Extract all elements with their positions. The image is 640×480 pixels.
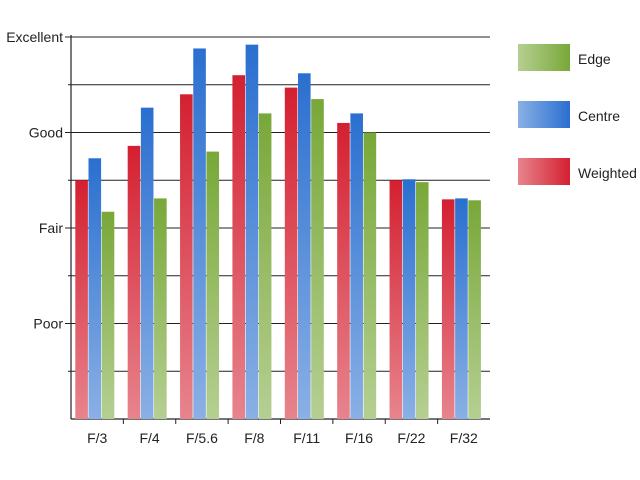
x-tick-label-f-11: F/11 xyxy=(293,430,320,446)
legend-label-weighted: Weighted xyxy=(578,165,637,181)
y-tick-label-good: Good xyxy=(29,125,63,141)
bar-centre-f-32 xyxy=(455,198,468,419)
bar-edge-f-22 xyxy=(415,182,429,419)
x-tick-label-f-16: F/16 xyxy=(345,430,373,446)
bar-weighted-f-11 xyxy=(284,87,298,420)
y-tick-label-excellent: Excellent xyxy=(6,29,63,45)
x-tick-label-f-8: F/8 xyxy=(244,430,264,446)
bar-edge-f-5-6 xyxy=(206,151,220,419)
bar-weighted-f-32 xyxy=(441,199,455,419)
x-tick-label-f-32: F/32 xyxy=(450,430,478,446)
bar-centre-f-5-6 xyxy=(193,48,206,420)
legend-label-edge: Edge xyxy=(578,51,611,67)
bar-centre-f-8 xyxy=(245,44,259,419)
legend: Edge Centre Weighted xyxy=(518,44,637,185)
bar-weighted-f-5-6 xyxy=(180,94,193,420)
legend-label-centre: Centre xyxy=(578,108,620,124)
bar-centre-f-11 xyxy=(298,73,311,419)
bar-weighted-f-3 xyxy=(75,180,88,419)
bar-edge-f-8 xyxy=(258,113,272,420)
bar-edge-f-32 xyxy=(468,200,481,419)
y-tick-label-fair: Fair xyxy=(39,220,63,236)
legend-swatch-weighted xyxy=(518,158,570,185)
bars xyxy=(75,44,481,420)
bar-edge-f-3 xyxy=(101,211,115,419)
y-tick-label-poor: Poor xyxy=(33,316,63,332)
bar-weighted-f-8 xyxy=(232,75,246,419)
bar-centre-f-16 xyxy=(350,113,363,420)
legend-swatch-centre xyxy=(518,101,570,128)
bar-edge-f-11 xyxy=(311,99,324,419)
bar-edge-f-4 xyxy=(154,198,167,419)
x-tick-label-f-5-6: F/5.6 xyxy=(186,430,218,446)
bar-centre-f-22 xyxy=(402,179,416,419)
bar-weighted-f-4 xyxy=(127,145,141,419)
x-tick-label-f-3: F/3 xyxy=(87,430,107,446)
bar-weighted-f-22 xyxy=(389,180,403,419)
bar-weighted-f-16 xyxy=(337,122,350,419)
y-tick-labels: Poor Fair Good Excellent xyxy=(6,29,63,332)
bar-centre-f-4 xyxy=(140,107,154,420)
x-tick-label-f-4: F/4 xyxy=(139,430,159,446)
bar-centre-f-3 xyxy=(88,158,102,419)
x-tick-label-f-22: F/22 xyxy=(397,430,425,446)
legend-swatch-edge xyxy=(518,44,570,71)
bar-edge-f-16 xyxy=(363,132,377,419)
x-tick-labels: F/3 F/4 F/5.6 F/8 F/11 F/16 F/22 F/32 xyxy=(87,419,478,446)
